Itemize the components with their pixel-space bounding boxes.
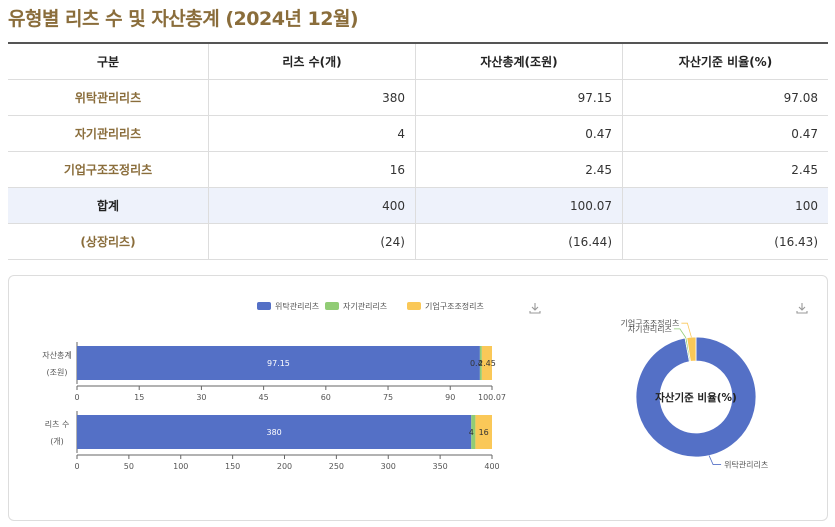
ratio-cell: 0.47: [622, 115, 828, 152]
legend-swatch: [257, 302, 271, 310]
column-header: 자산기준 비율(%): [622, 42, 828, 80]
x-tick-label: 60: [321, 393, 331, 402]
x-tick-label: 250: [329, 462, 344, 471]
column-header: 자산총계(조원): [415, 42, 623, 80]
bar-category-label: (조원): [47, 368, 68, 377]
x-tick-label: 75: [383, 393, 393, 402]
ratio-cell: 2.45: [622, 151, 828, 188]
column-header: 리츠 수(개): [208, 42, 416, 80]
x-tick-label: 30: [196, 393, 206, 402]
data-label: 97.15: [267, 359, 290, 368]
x-tick-label: 50: [124, 462, 134, 471]
data-label: 0.47: [470, 359, 488, 368]
ratio-cell: (16.43): [622, 223, 828, 260]
x-tick-label: 15: [134, 393, 144, 402]
count-cell: (24): [208, 223, 416, 260]
chart-panel: 위탁관리리츠 자기관리리츠 기업구조조정리츠 자산총계 (조원) 97.15 0.47 2.4…: [8, 275, 828, 521]
assets-cell: 0.47: [415, 115, 623, 152]
row-label: 합계: [8, 187, 209, 224]
page-title: 유형별 리츠 수 및 자산총계 (2024년 12월): [8, 8, 359, 30]
legend-label: 기업구조조정리츠: [425, 301, 484, 311]
data-label: 16: [479, 428, 489, 437]
bar-category-label: 리츠 수: [45, 420, 70, 429]
legend-swatch: [407, 302, 421, 310]
row-label: 기업구조조정리츠: [8, 151, 209, 188]
leader-line: [673, 328, 687, 339]
x-tick-label: 400: [484, 462, 499, 471]
x-tick-label: 0: [74, 462, 79, 471]
x-tick-label: 300: [381, 462, 396, 471]
row-label: 자기관리리츠: [8, 115, 209, 152]
ratio-cell: 97.08: [622, 79, 828, 116]
leader-line: [681, 322, 692, 338]
column-header: 구분: [8, 42, 209, 80]
legend-label: 위탁관리리츠: [275, 301, 319, 311]
x-tick-label: 200: [277, 462, 292, 471]
leader-line: [708, 455, 722, 465]
data-label: 380: [266, 428, 281, 437]
pie-center-title: 자산기준 비율(%): [655, 391, 737, 404]
x-tick-label: 100.07: [478, 393, 506, 402]
data-label: 4: [469, 428, 474, 437]
x-tick-label: 0: [74, 393, 79, 402]
bar-category-label: 자산총계: [42, 350, 71, 360]
bar-category-label: (개): [50, 436, 64, 446]
assets-cell: (16.44): [415, 223, 623, 260]
table-row: 자기관리리츠 4 0.47 0.47: [8, 115, 828, 152]
x-tick-label: 90: [445, 393, 455, 402]
table-row-total: 합계 400 100.07 100: [8, 187, 828, 224]
row-label: 위탁관리리츠: [8, 79, 209, 116]
assets-cell: 97.15: [415, 79, 623, 116]
x-tick-label: 350: [432, 462, 447, 471]
reits-table: 구분 리츠 수(개) 자산총계(조원) 자산기준 비율(%) 위탁관리리츠 38…: [8, 42, 828, 260]
table-header-row: 구분 리츠 수(개) 자산총계(조원) 자산기준 비율(%): [8, 42, 828, 80]
bar-segment: [77, 415, 472, 449]
count-cell: 16: [208, 151, 416, 188]
bar-segment: [77, 346, 480, 380]
table-row: 기업구조조정리츠 16 2.45 2.45: [8, 151, 828, 188]
pie-slice-label: 자기관리리츠: [628, 324, 672, 334]
bar-segment: [479, 346, 482, 380]
table-row-listed: (상장리츠) (24) (16.44) (16.43): [8, 223, 828, 260]
x-tick-label: 100: [173, 462, 188, 471]
bar-segment: [475, 415, 492, 449]
assets-cell: 2.45: [415, 151, 623, 188]
count-cell: 400: [208, 187, 416, 224]
pie-slice: [686, 336, 697, 362]
row-label: (상장리츠): [8, 223, 209, 260]
pie-slice-label: 위탁관리리츠: [724, 460, 768, 470]
count-cell: 4: [208, 115, 416, 152]
bar-segment: [471, 415, 476, 449]
x-tick-label: 150: [225, 462, 240, 471]
table-row: 위탁관리리츠 380 97.15 97.08: [8, 79, 828, 116]
legend-swatch: [325, 302, 339, 310]
count-cell: 380: [208, 79, 416, 116]
pie-slice: [635, 336, 757, 458]
ratio-cell: 100: [622, 187, 828, 224]
assets-cell: 100.07: [415, 187, 623, 224]
pie-slice-label: 기업구조조정리츠: [620, 318, 679, 328]
data-label: 2.45: [478, 359, 496, 368]
download-icon: [529, 303, 541, 314]
bar-segment: [481, 346, 492, 380]
x-tick-label: 45: [259, 393, 269, 402]
legend-label: 자기관리리츠: [343, 301, 387, 311]
download-icon: [796, 303, 808, 314]
